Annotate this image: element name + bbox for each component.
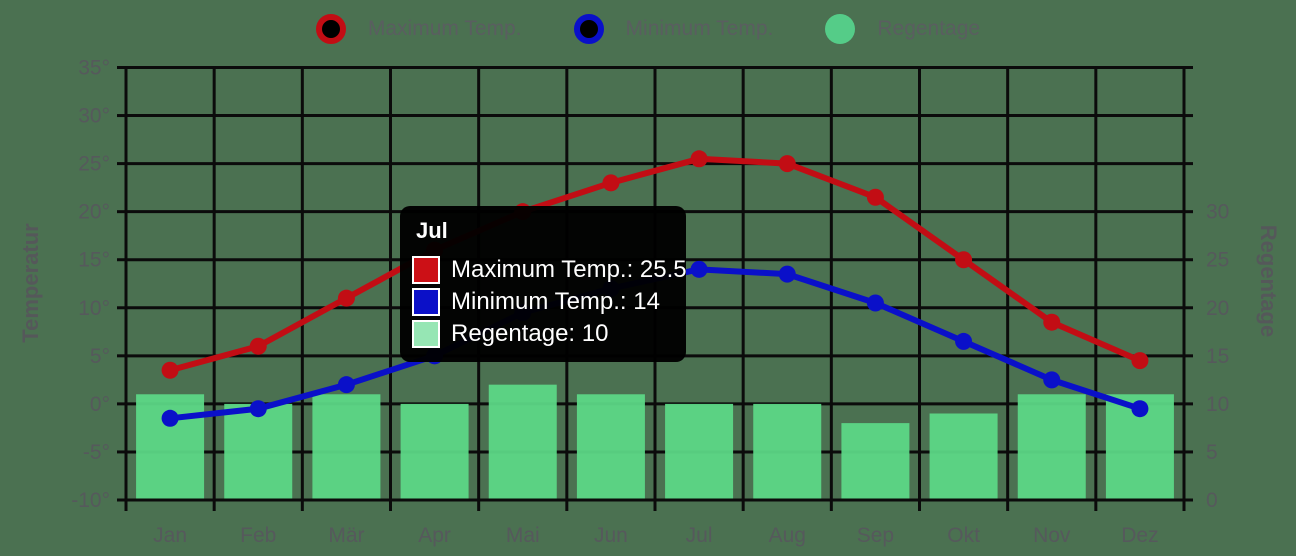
legend-label: Minimum Temp.	[625, 17, 774, 40]
rain-swatch-icon	[412, 320, 440, 348]
min-temp-point[interactable]	[161, 409, 179, 427]
right-axis-tick-label: 5	[1206, 441, 1218, 464]
left-axis-tick-label: 30°	[78, 105, 110, 128]
min-temp-point[interactable]	[690, 260, 708, 278]
min-temp-swatch-icon	[412, 288, 440, 316]
left-axis-tick-label: 10°	[78, 297, 110, 320]
legend-label: Regentage	[877, 17, 981, 40]
x-axis-month-label: Dez	[1121, 524, 1158, 547]
left-axis-tick-label: -10°	[71, 489, 110, 512]
max-temp-swatch-icon	[412, 256, 440, 284]
x-axis-month-label: Feb	[240, 524, 276, 547]
max-temp-point[interactable]	[1043, 313, 1061, 331]
x-axis-month-label: Jan	[153, 524, 187, 547]
x-axis-month-label: Mai	[506, 524, 540, 547]
tooltip-value: Regentage: 10	[451, 320, 609, 347]
rain-bar[interactable]	[576, 394, 645, 500]
x-axis-month-label: Jul	[686, 524, 713, 547]
max-temp-point[interactable]	[337, 289, 355, 307]
right-axis-tick-label: 30	[1206, 201, 1229, 224]
tooltip-row: Regentage: 10	[412, 318, 670, 350]
left-axis-tick-label: 0°	[90, 393, 110, 416]
x-axis-month-label: Sep	[857, 524, 894, 547]
left-axis-tick-label: -5°	[83, 441, 110, 464]
max-temp-point[interactable]	[866, 188, 884, 206]
left-axis-tick-label: 20°	[78, 201, 110, 224]
max-temp-point[interactable]	[161, 361, 179, 379]
rain-bar[interactable]	[400, 403, 469, 500]
left-axis-tick-label: 15°	[78, 249, 110, 272]
chart-legend: Maximum Temp. Minimum Temp. Regentage	[0, 14, 1296, 44]
left-axis-tick-label: 35°	[78, 57, 110, 80]
left-axis-tick-label: 25°	[78, 153, 110, 176]
x-axis-month-label: Okt	[947, 524, 980, 547]
rain-bar[interactable]	[312, 394, 381, 500]
max-temp-point[interactable]	[690, 150, 708, 168]
tooltip-row: Maximum Temp.: 25.5	[412, 254, 687, 286]
x-axis-month-label: Mär	[328, 524, 364, 547]
right-axis-tick-label: 25	[1206, 249, 1229, 272]
min-temp-point[interactable]	[778, 265, 796, 283]
max-temp-point[interactable]	[602, 174, 620, 192]
min-temp-point[interactable]	[955, 332, 973, 350]
right-axis-tick-label: 10	[1206, 393, 1229, 416]
legend-item-maximum-temp[interactable]: Maximum Temp.	[315, 14, 522, 44]
x-axis-month-label: Jun	[594, 524, 628, 547]
rain-bar[interactable]	[753, 403, 822, 500]
max-temp-point[interactable]	[955, 251, 973, 269]
min-temp-point[interactable]	[337, 376, 355, 394]
legend-label: Maximum Temp.	[367, 17, 522, 40]
right-axis-tick-label: 20	[1206, 297, 1229, 320]
x-axis-month-label: Apr	[418, 524, 451, 547]
left-axis-title: Temperatur	[18, 223, 43, 343]
x-axis-month-label: Aug	[769, 524, 806, 547]
rain-bar[interactable]	[665, 403, 734, 500]
min-temp-point[interactable]	[1043, 371, 1061, 389]
rain-legend-icon	[825, 14, 856, 44]
tooltip-value: Maximum Temp.: 25.5	[451, 256, 687, 283]
right-axis-title: Regentage	[1256, 224, 1281, 338]
x-axis-month-label: Nov	[1033, 524, 1071, 547]
legend-item-regentage[interactable]: Regentage	[825, 14, 980, 44]
max-temp-legend-icon	[315, 14, 346, 44]
tooltip-row: Minimum Temp.: 14	[412, 286, 670, 318]
max-temp-point[interactable]	[249, 337, 267, 355]
left-axis-tick-label: 5°	[90, 345, 110, 368]
min-temp-point[interactable]	[249, 400, 267, 418]
rain-bar[interactable]	[929, 413, 998, 501]
chart-tooltip: Jul Maximum Temp.: 25.5 Minimum Temp.: 1…	[400, 206, 687, 362]
min-temp-point[interactable]	[1131, 400, 1149, 418]
rain-bar[interactable]	[488, 384, 557, 500]
min-temp-point[interactable]	[866, 294, 884, 312]
max-temp-point[interactable]	[778, 155, 796, 173]
max-temp-line	[167, 155, 1143, 374]
rain-bar[interactable]	[841, 423, 910, 500]
tooltip-value: Minimum Temp.: 14	[451, 288, 660, 315]
tooltip-title: Jul	[416, 218, 448, 243]
legend-item-minimum-temp[interactable]: Minimum Temp.	[573, 14, 774, 44]
rain-bar[interactable]	[224, 403, 293, 500]
min-temp-legend-icon	[573, 14, 604, 44]
right-axis-tick-label: 15	[1206, 345, 1229, 368]
rain-bar[interactable]	[1017, 394, 1086, 500]
right-axis-tick-label: 0	[1206, 489, 1218, 512]
max-temp-point[interactable]	[1131, 352, 1149, 370]
